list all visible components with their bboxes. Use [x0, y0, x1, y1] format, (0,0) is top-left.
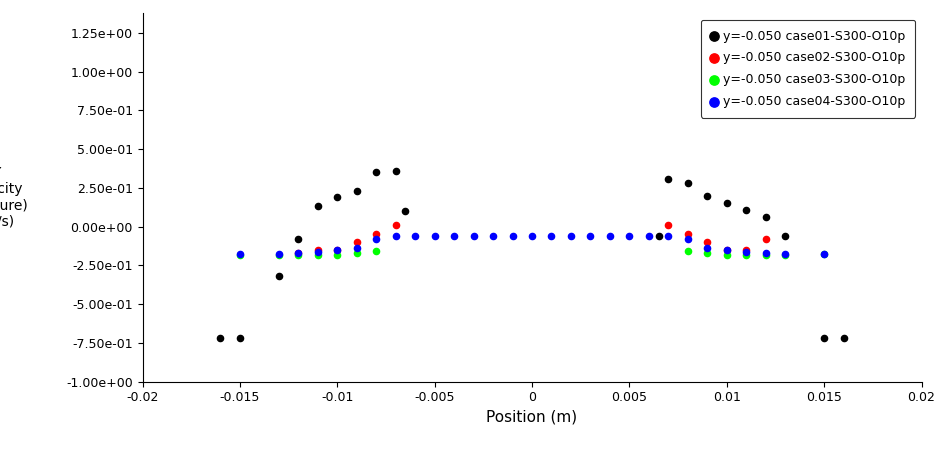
y=-0.050 case04-S300-O10p [232, 250, 247, 257]
y=-0.050 case04-S300-O10p [505, 232, 521, 239]
y=-0.050 case04-S300-O10p [816, 250, 832, 257]
y=-0.050 case04-S300-O10p [350, 245, 365, 252]
y=-0.050 case03-S300-O10p [680, 248, 695, 255]
y=-0.050 case01-S300-O10p [836, 335, 851, 342]
y=-0.050 case04-S300-O10p [408, 232, 423, 239]
y=-0.050 case01-S300-O10p [777, 232, 792, 239]
y=-0.050 case02-S300-O10p [388, 221, 403, 229]
y=-0.050 case04-S300-O10p [272, 250, 287, 257]
y=-0.050 case02-S300-O10p [758, 235, 773, 242]
Y-axis label: Y
Velocity
(mixture)
(m/s): Y Velocity (mixture) (m/s) [0, 166, 28, 229]
y=-0.050 case01-S300-O10p [651, 232, 666, 239]
y=-0.050 case04-S300-O10p [719, 247, 734, 254]
y=-0.050 case03-S300-O10p [350, 249, 365, 256]
y=-0.050 case04-S300-O10p [739, 249, 754, 256]
y=-0.050 case02-S300-O10p [310, 247, 325, 254]
y=-0.050 case04-S300-O10p [427, 232, 442, 239]
Legend: y=-0.050 case01-S300-O10p, y=-0.050 case02-S300-O10p, y=-0.050 case03-S300-O10p,: y=-0.050 case01-S300-O10p, y=-0.050 case… [700, 20, 915, 118]
y=-0.050 case04-S300-O10p [310, 249, 325, 256]
y=-0.050 case03-S300-O10p [232, 251, 247, 258]
y=-0.050 case01-S300-O10p [291, 235, 306, 242]
y=-0.050 case02-S300-O10p [330, 247, 345, 254]
y=-0.050 case04-S300-O10p [758, 249, 773, 256]
y=-0.050 case01-S300-O10p [398, 207, 413, 215]
y=-0.050 case04-S300-O10p [543, 232, 559, 239]
y=-0.050 case02-S300-O10p [739, 247, 754, 254]
y=-0.050 case04-S300-O10p [291, 249, 306, 256]
y=-0.050 case04-S300-O10p [466, 232, 481, 239]
y=-0.050 case04-S300-O10p [661, 232, 676, 239]
y=-0.050 case01-S300-O10p [330, 194, 345, 201]
y=-0.050 case04-S300-O10p [446, 232, 462, 239]
y=-0.050 case01-S300-O10p [699, 192, 714, 199]
y=-0.050 case04-S300-O10p [388, 232, 403, 239]
y=-0.050 case03-S300-O10p [758, 251, 773, 258]
y=-0.050 case04-S300-O10p [563, 232, 579, 239]
y=-0.050 case03-S300-O10p [816, 250, 832, 257]
y=-0.050 case02-S300-O10p [369, 231, 384, 238]
y=-0.050 case01-S300-O10p [213, 335, 228, 342]
y=-0.050 case03-S300-O10p [330, 251, 345, 258]
y=-0.050 case01-S300-O10p [739, 206, 754, 213]
y=-0.050 case01-S300-O10p [350, 187, 365, 194]
y=-0.050 case01-S300-O10p [310, 203, 325, 210]
y=-0.050 case04-S300-O10p [602, 232, 618, 239]
y=-0.050 case01-S300-O10p [388, 167, 403, 174]
y=-0.050 case03-S300-O10p [719, 251, 734, 258]
y=-0.050 case02-S300-O10p [719, 247, 734, 254]
y=-0.050 case03-S300-O10p [777, 251, 792, 258]
y=-0.050 case01-S300-O10p [369, 169, 384, 176]
y=-0.050 case04-S300-O10p [330, 247, 345, 254]
y=-0.050 case03-S300-O10p [699, 249, 714, 256]
y=-0.050 case01-S300-O10p [719, 200, 734, 207]
y=-0.050 case03-S300-O10p [272, 251, 287, 258]
y=-0.050 case04-S300-O10p [777, 250, 792, 257]
y=-0.050 case01-S300-O10p [758, 214, 773, 221]
y=-0.050 case02-S300-O10p [661, 221, 676, 229]
y=-0.050 case03-S300-O10p [310, 251, 325, 258]
y=-0.050 case04-S300-O10p [524, 232, 540, 239]
y=-0.050 case01-S300-O10p [232, 335, 247, 342]
y=-0.050 case03-S300-O10p [739, 251, 754, 258]
y=-0.050 case02-S300-O10p [350, 238, 365, 246]
y=-0.050 case02-S300-O10p [291, 249, 306, 256]
y=-0.050 case01-S300-O10p [661, 175, 676, 182]
y=-0.050 case01-S300-O10p [816, 335, 832, 342]
y=-0.050 case04-S300-O10p [582, 232, 598, 239]
y=-0.050 case02-S300-O10p [699, 238, 714, 246]
X-axis label: Position (m): Position (m) [486, 410, 578, 425]
y=-0.050 case04-S300-O10p [641, 232, 656, 239]
y=-0.050 case03-S300-O10p [291, 251, 306, 258]
y=-0.050 case01-S300-O10p [680, 180, 695, 187]
y=-0.050 case01-S300-O10p [272, 273, 287, 280]
y=-0.050 case02-S300-O10p [680, 231, 695, 238]
y=-0.050 case04-S300-O10p [699, 245, 714, 252]
y=-0.050 case04-S300-O10p [369, 235, 384, 242]
y=-0.050 case04-S300-O10p [621, 232, 637, 239]
y=-0.050 case04-S300-O10p [680, 235, 695, 242]
y=-0.050 case04-S300-O10p [485, 232, 501, 239]
y=-0.050 case03-S300-O10p [369, 248, 384, 255]
